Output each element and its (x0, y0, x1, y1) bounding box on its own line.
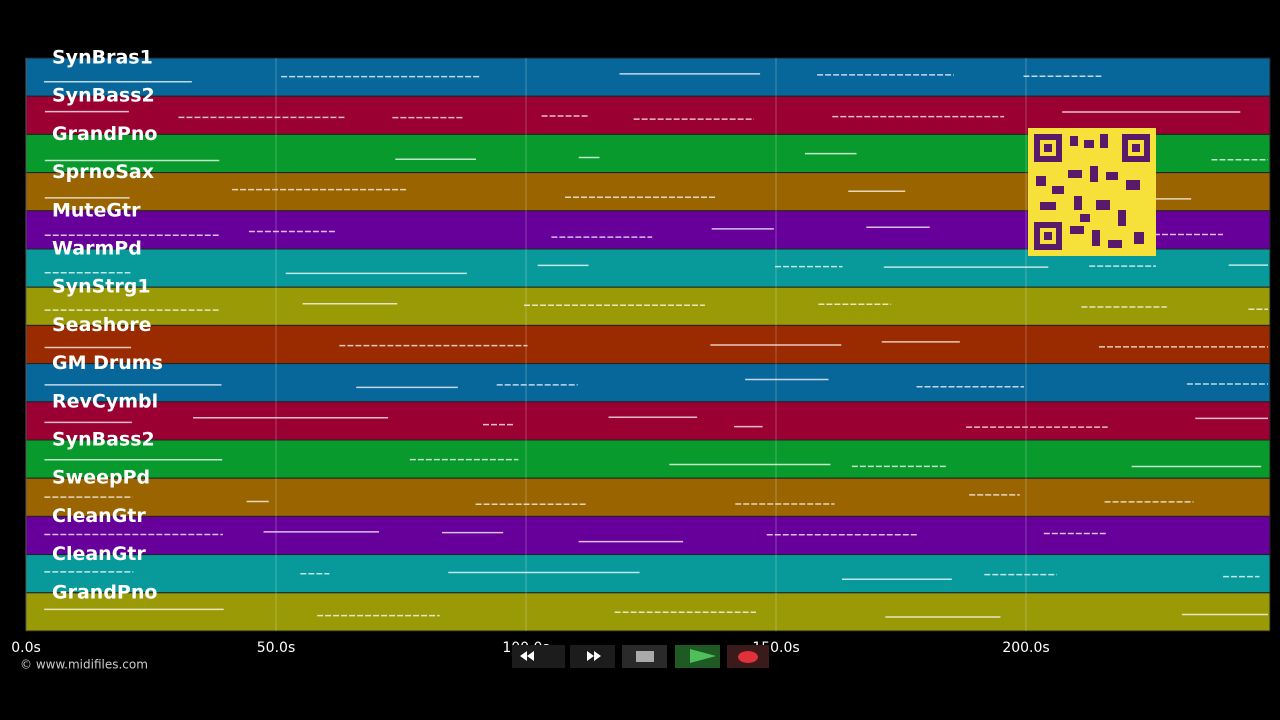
track-label: SynBass2 (52, 85, 155, 107)
copyright: © www.midifiles.com (20, 658, 148, 672)
track-lane (25, 324, 1271, 365)
track-lane (25, 401, 1271, 441)
track-label: GM Drums (52, 352, 163, 374)
track-label: CleanGtr (52, 543, 146, 565)
qr-code (1028, 128, 1156, 256)
track-label: SprnoSax (52, 161, 154, 183)
track-lane (25, 363, 1271, 403)
time-tick-label: 0.0s (11, 640, 41, 656)
track-lane (25, 515, 1271, 556)
track-label: SynStrg1 (52, 276, 151, 298)
track-label: MuteGtr (52, 199, 141, 221)
track-lane (25, 477, 1271, 517)
track-label: SynBras1 (52, 47, 153, 69)
rewind-icon (520, 651, 534, 661)
track-label: SynBass2 (52, 429, 155, 451)
fast-forward-icon (587, 651, 601, 661)
rewind-button[interactable] (512, 645, 565, 668)
record-icon (738, 651, 758, 663)
track-label: RevCymbl (52, 390, 158, 412)
grid (25, 58, 1027, 631)
play-icon (690, 649, 716, 663)
qr-pattern (1034, 134, 1150, 250)
time-tick-label: 200.0s (1002, 640, 1049, 656)
track-lane (25, 57, 1271, 97)
track-label: GrandPno (52, 581, 157, 603)
track-label: WarmPd (52, 238, 142, 260)
stop-icon (636, 651, 654, 662)
track-lane (25, 554, 1271, 594)
track-label: Seashore (52, 314, 152, 336)
track-label: CleanGtr (52, 505, 146, 527)
track-lane (25, 592, 1271, 632)
notes (44, 73, 1268, 618)
track-label: SweepPd (52, 467, 150, 489)
track-lane (25, 439, 1271, 479)
track-label: GrandPno (52, 123, 157, 145)
transport-controls (512, 645, 769, 668)
time-tick-label: 50.0s (257, 640, 295, 656)
